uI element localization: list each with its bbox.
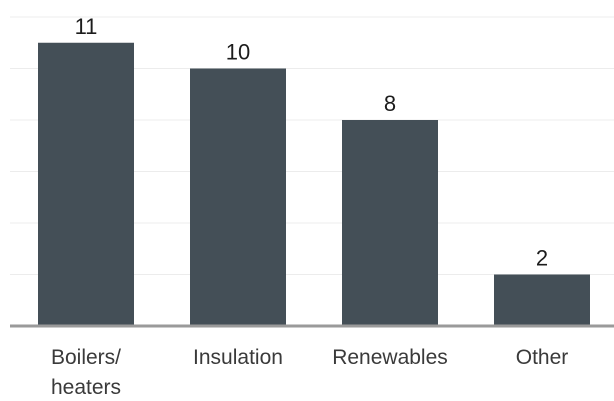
data-label: 8	[384, 91, 396, 116]
data-labels: 11 10 8 2	[75, 14, 549, 271]
category-label-line: Boilers/	[51, 346, 121, 369]
data-label: 2	[536, 246, 548, 271]
data-label: 10	[226, 40, 250, 65]
bar	[342, 120, 438, 326]
category-label-line: Other	[516, 346, 569, 369]
bars	[38, 42, 590, 326]
category-label-line: heaters	[51, 376, 121, 399]
category-label: Renewables	[332, 346, 448, 369]
bar	[190, 68, 286, 326]
category-label-line: Insulation	[193, 346, 283, 369]
category-labels: Boilers/heaters Insulation Renewables Other	[51, 346, 568, 399]
category-label: Boilers/heaters	[51, 346, 121, 399]
category-label: Insulation	[193, 346, 283, 369]
data-label: 11	[75, 14, 98, 39]
category-label: Other	[516, 346, 569, 369]
category-label-line: Renewables	[332, 346, 448, 369]
bar	[494, 274, 590, 326]
bar	[38, 42, 134, 326]
